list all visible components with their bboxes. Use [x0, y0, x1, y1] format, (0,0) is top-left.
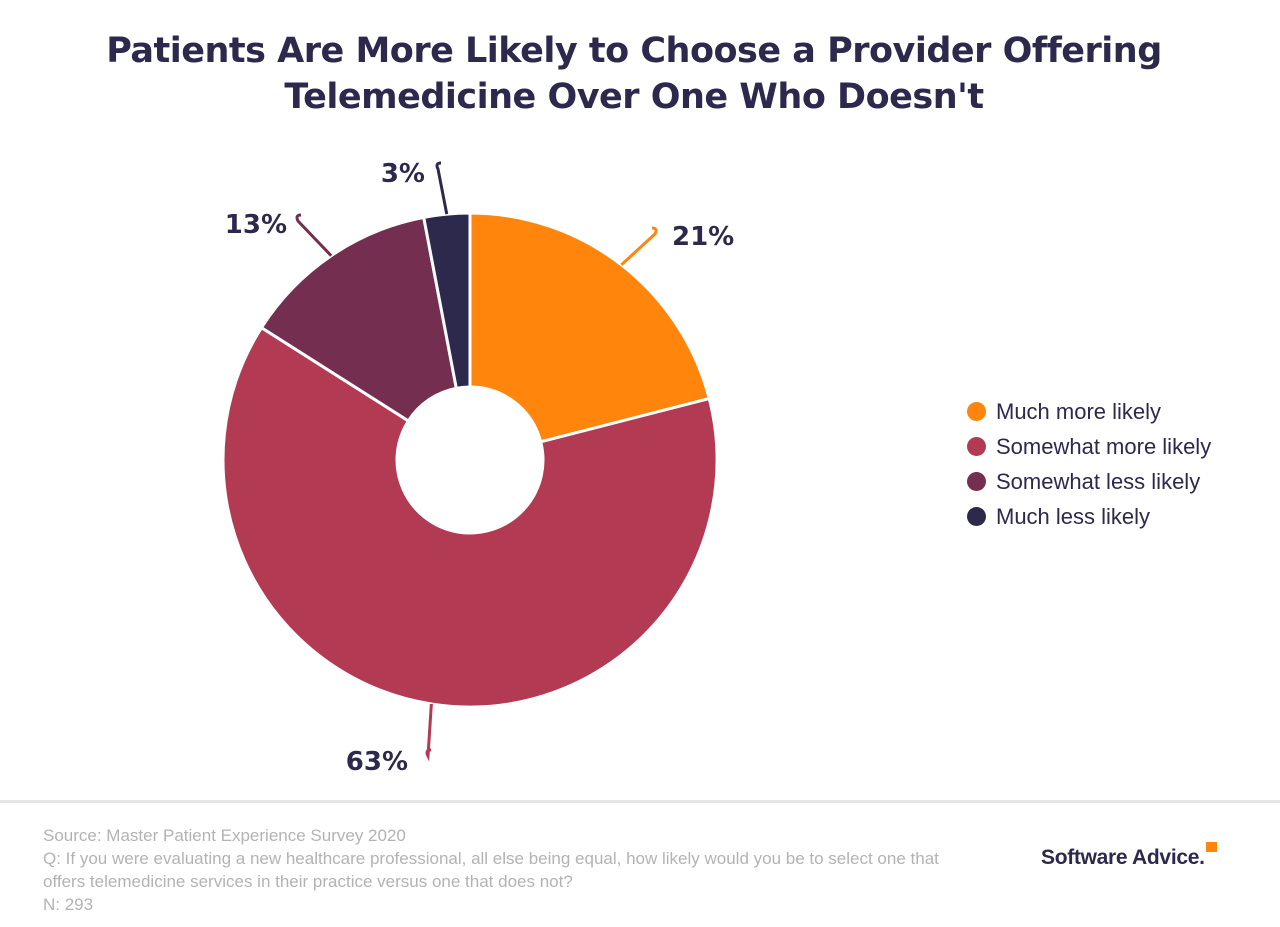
legend-item: Much more likely [967, 394, 1211, 429]
slice-much-less-likely [421, 211, 472, 391]
legend-swatch [967, 402, 986, 421]
leader-line [425, 703, 433, 762]
legend-label: Somewhat more likely [996, 433, 1212, 459]
speech-bubble-icon [1205, 842, 1217, 852]
data-label: 63% [346, 747, 408, 777]
legend-swatch [967, 507, 986, 526]
legend-item: Somewhat more likely [967, 429, 1211, 464]
legend-item: Somewhat less likely [967, 464, 1211, 499]
data-label: 21% [672, 222, 734, 252]
legend: Much more likely Somewhat more likely So… [967, 394, 1211, 534]
legend-label: Somewhat less likely [996, 468, 1201, 494]
source-note: Source: Master Patient Experience Survey… [43, 826, 406, 845]
leader-line [295, 213, 333, 257]
slice-somewhat-less-likely [259, 215, 459, 423]
footer-notes: Source: Master Patient Experience Survey… [43, 824, 943, 916]
divider [0, 800, 1280, 803]
slice-much-more-likely [468, 211, 712, 444]
data-label: 3% [381, 159, 425, 189]
chart-title: Patients Are More Likely to Choose a Pro… [106, 31, 1162, 117]
data-label: 13% [225, 210, 287, 240]
legend-label: Much less likely [996, 503, 1151, 529]
software-advice-logo: Software Advice. [1041, 842, 1217, 870]
legend-swatch [967, 437, 986, 456]
question-note: Q: If you were evaluating a new healthca… [43, 849, 939, 891]
leader-line [620, 226, 658, 266]
sample-size: N: 293 [43, 895, 94, 914]
legend-item: Much less likely [967, 499, 1211, 534]
donut-chart: 21% 63% 13% 3% [221, 159, 734, 777]
legend-label: Much more likely [996, 398, 1162, 424]
legend-swatch [967, 472, 986, 491]
slice-somewhat-more-likely [221, 325, 719, 709]
leader-line [435, 161, 449, 215]
